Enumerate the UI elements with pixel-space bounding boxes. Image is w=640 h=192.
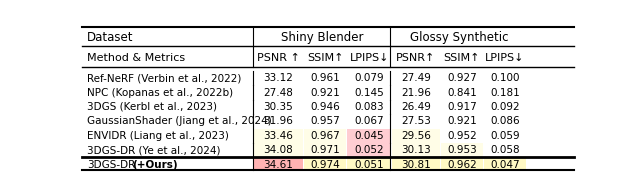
Text: 0.058: 0.058 — [490, 145, 520, 155]
Text: 0.052: 0.052 — [355, 145, 384, 155]
Text: NPC (Kopanas et al., 2022b): NPC (Kopanas et al., 2022b) — [87, 88, 233, 98]
Bar — [348, 158, 391, 170]
Text: Glossy Synthetic: Glossy Synthetic — [410, 31, 508, 44]
Text: 0.059: 0.059 — [490, 131, 520, 141]
Text: 29.56: 29.56 — [401, 131, 431, 141]
Text: 0.083: 0.083 — [355, 102, 384, 112]
Text: 27.49: 27.49 — [401, 73, 431, 83]
Bar — [304, 158, 346, 170]
Text: 0.957: 0.957 — [310, 116, 340, 126]
Text: PSNR ↑: PSNR ↑ — [257, 53, 300, 63]
Text: LPIPS↓: LPIPS↓ — [349, 53, 389, 63]
Text: 0.962: 0.962 — [447, 160, 477, 170]
Bar — [254, 158, 303, 170]
Text: 27.48: 27.48 — [264, 88, 293, 98]
Text: 30.13: 30.13 — [401, 145, 431, 155]
Bar — [254, 129, 303, 143]
Bar — [440, 158, 483, 170]
Text: 27.53: 27.53 — [401, 116, 431, 126]
Text: SSIM↑: SSIM↑ — [307, 53, 343, 63]
Text: Method & Metrics: Method & Metrics — [87, 53, 185, 63]
Text: 3DGS-DR (Ye et al., 2024): 3DGS-DR (Ye et al., 2024) — [87, 145, 220, 155]
Text: 0.921: 0.921 — [447, 116, 477, 126]
Text: GaussianShader (Jiang et al., 2024): GaussianShader (Jiang et al., 2024) — [87, 116, 272, 126]
Text: 31.96: 31.96 — [264, 116, 293, 126]
Text: 0.917: 0.917 — [447, 102, 477, 112]
Text: LPIPS↓: LPIPS↓ — [485, 53, 525, 63]
Text: 0.181: 0.181 — [490, 88, 520, 98]
Bar — [484, 158, 526, 170]
Text: 26.49: 26.49 — [401, 102, 431, 112]
Bar — [392, 158, 440, 170]
Text: 34.08: 34.08 — [264, 145, 293, 155]
Text: 21.96: 21.96 — [401, 88, 431, 98]
Text: 33.46: 33.46 — [264, 131, 293, 141]
Bar — [392, 143, 440, 157]
Bar — [304, 143, 346, 157]
Text: 0.086: 0.086 — [490, 116, 520, 126]
Text: 0.067: 0.067 — [355, 116, 384, 126]
Text: 30.81: 30.81 — [401, 160, 431, 170]
Text: 0.971: 0.971 — [310, 145, 340, 155]
Bar — [392, 129, 440, 143]
Text: 0.051: 0.051 — [355, 160, 384, 170]
Text: 33.12: 33.12 — [264, 73, 293, 83]
Text: 0.953: 0.953 — [447, 145, 477, 155]
Text: PSNR↑: PSNR↑ — [396, 53, 435, 63]
Text: 3DGS (Kerbl et al., 2023): 3DGS (Kerbl et al., 2023) — [87, 102, 217, 112]
Text: 0.047: 0.047 — [490, 160, 520, 170]
Text: (+Ours): (+Ours) — [132, 160, 178, 170]
Text: 0.974: 0.974 — [310, 160, 340, 170]
Text: 0.841: 0.841 — [447, 88, 477, 98]
Text: Shiny Blender: Shiny Blender — [282, 31, 364, 44]
Bar — [348, 143, 391, 157]
Text: 0.961: 0.961 — [310, 73, 340, 83]
Text: ENVIDR (Liang et al., 2023): ENVIDR (Liang et al., 2023) — [87, 131, 229, 141]
Text: 0.952: 0.952 — [447, 131, 477, 141]
Text: 0.100: 0.100 — [490, 73, 520, 83]
Text: 0.079: 0.079 — [355, 73, 384, 83]
Text: 0.967: 0.967 — [310, 131, 340, 141]
Text: 0.092: 0.092 — [490, 102, 520, 112]
Text: SSIM↑: SSIM↑ — [444, 53, 480, 63]
Text: 0.045: 0.045 — [355, 131, 384, 141]
Text: 0.946: 0.946 — [310, 102, 340, 112]
Text: 30.35: 30.35 — [264, 102, 293, 112]
Text: 0.921: 0.921 — [310, 88, 340, 98]
Bar — [304, 129, 346, 143]
Text: 3DGS-DR: 3DGS-DR — [87, 160, 135, 170]
Text: Dataset: Dataset — [87, 31, 134, 44]
Text: 34.61: 34.61 — [264, 160, 293, 170]
Text: 0.145: 0.145 — [355, 88, 384, 98]
Text: Ref-NeRF (Verbin et al., 2022): Ref-NeRF (Verbin et al., 2022) — [87, 73, 241, 83]
Bar — [254, 143, 303, 157]
Text: 0.927: 0.927 — [447, 73, 477, 83]
Bar — [440, 143, 483, 157]
Bar — [348, 129, 391, 143]
